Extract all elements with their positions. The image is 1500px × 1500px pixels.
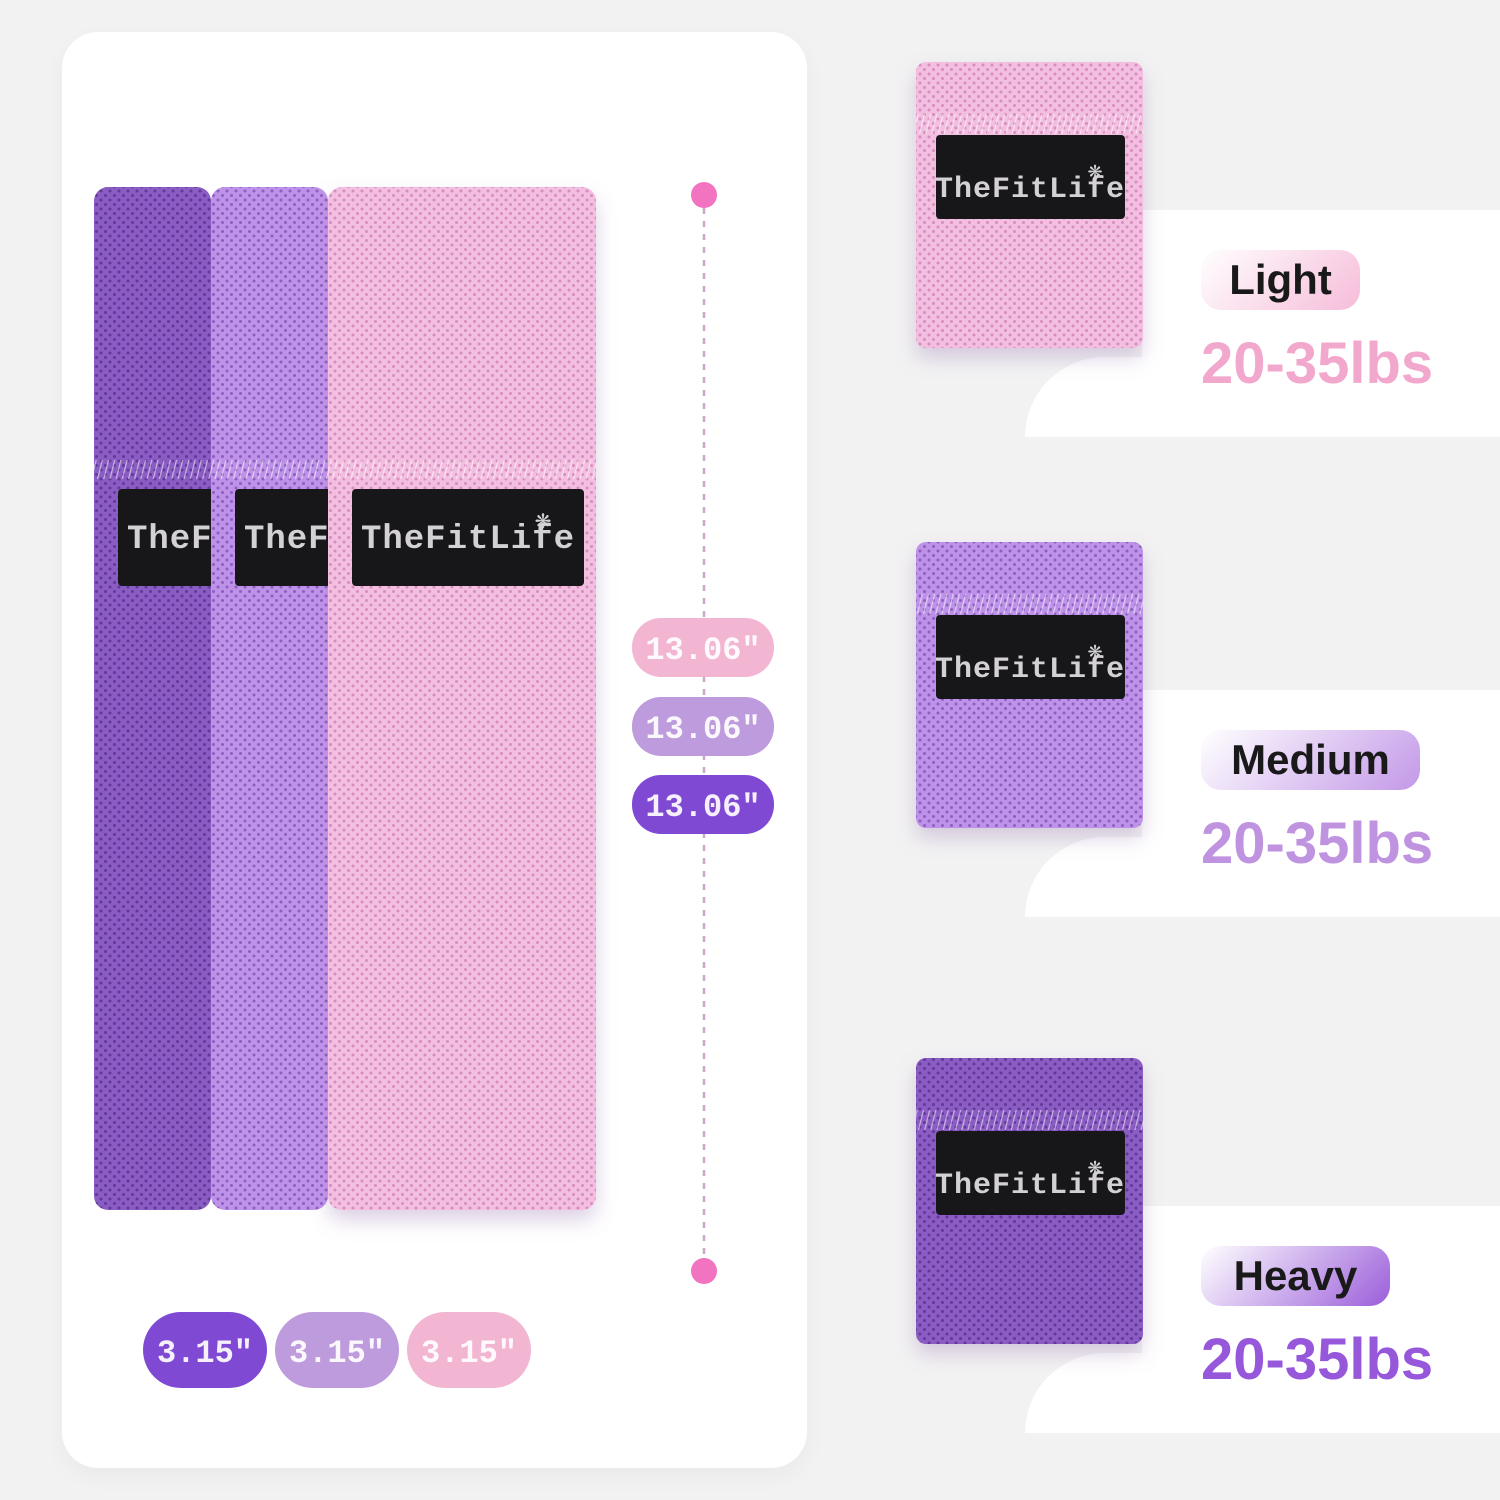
svg-text:13.06": 13.06" <box>645 711 760 748</box>
svg-text:3.15": 3.15" <box>421 1335 517 1372</box>
svg-text:3.15": 3.15" <box>289 1335 385 1372</box>
svg-text:3.15": 3.15" <box>157 1335 253 1372</box>
svg-text:❋: ❋ <box>1087 162 1102 182</box>
svg-text:13.06": 13.06" <box>645 789 760 826</box>
svg-text:13.06": 13.06" <box>645 632 760 669</box>
svg-text:❋: ❋ <box>535 511 552 533</box>
svg-text:❋: ❋ <box>1087 1158 1102 1178</box>
svg-text:❋: ❋ <box>1087 642 1102 662</box>
